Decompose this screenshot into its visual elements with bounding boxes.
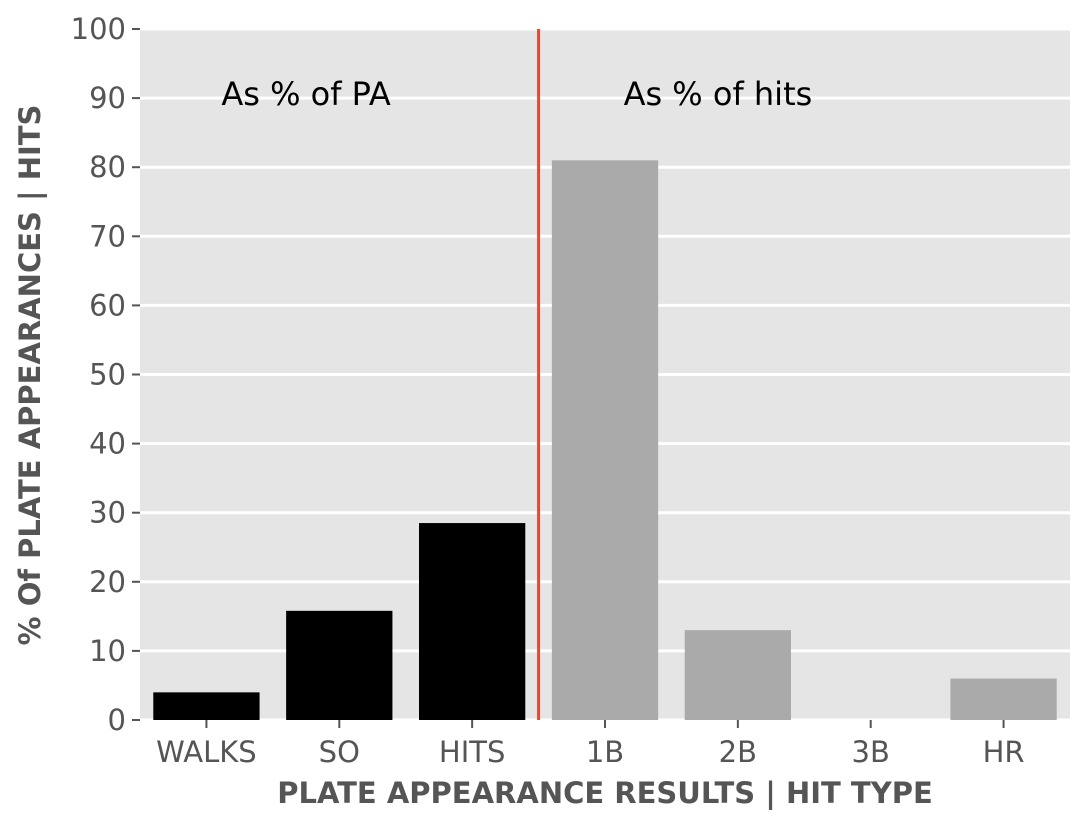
y-axis-label: % Of PLATE APPEARANCES | HITS [13,105,47,646]
y-axis-ticks: 0 10 20 30 40 50 60 70 80 90 100 [71,12,140,737]
bar-2b [684,630,791,720]
y-tick-label: 80 [89,150,126,184]
bar-so [286,610,393,720]
x-axis-label: PLATE APPEARANCE RESULTS | HIT TYPE [277,776,933,810]
y-tick-label: 60 [89,288,126,322]
annotations: As % of PA As % of hits [221,75,812,113]
y-tick-label: 20 [89,565,126,599]
y-tick-label: 50 [89,358,126,392]
y-tick-label: 100 [71,12,126,46]
y-tick-label: 10 [89,634,126,668]
y-tick-label: 30 [89,496,126,530]
bar-hits [419,523,526,720]
annotation-hits: As % of hits [624,75,813,113]
y-tick-label: 70 [89,219,126,253]
x-tick-label: 2B [719,735,757,769]
x-tick-label: 1B [586,735,624,769]
bar-1b [551,160,659,721]
bar-walks [153,692,260,720]
x-axis-ticks: WALKS SO HITS 1B 2B 3B HR [156,720,1025,769]
y-tick-label: 90 [89,81,126,115]
x-tick-label: HR [983,735,1025,769]
bar-hr [950,678,1057,720]
bars [153,160,1057,721]
x-tick-label: SO [319,735,360,769]
x-tick-label: 3B [852,735,890,769]
annotation-pa: As % of PA [221,75,391,113]
x-tick-label: WALKS [156,735,257,769]
y-tick-label: 40 [89,427,126,461]
x-tick-label: HITS [439,735,505,769]
y-tick-label: 0 [108,703,126,737]
